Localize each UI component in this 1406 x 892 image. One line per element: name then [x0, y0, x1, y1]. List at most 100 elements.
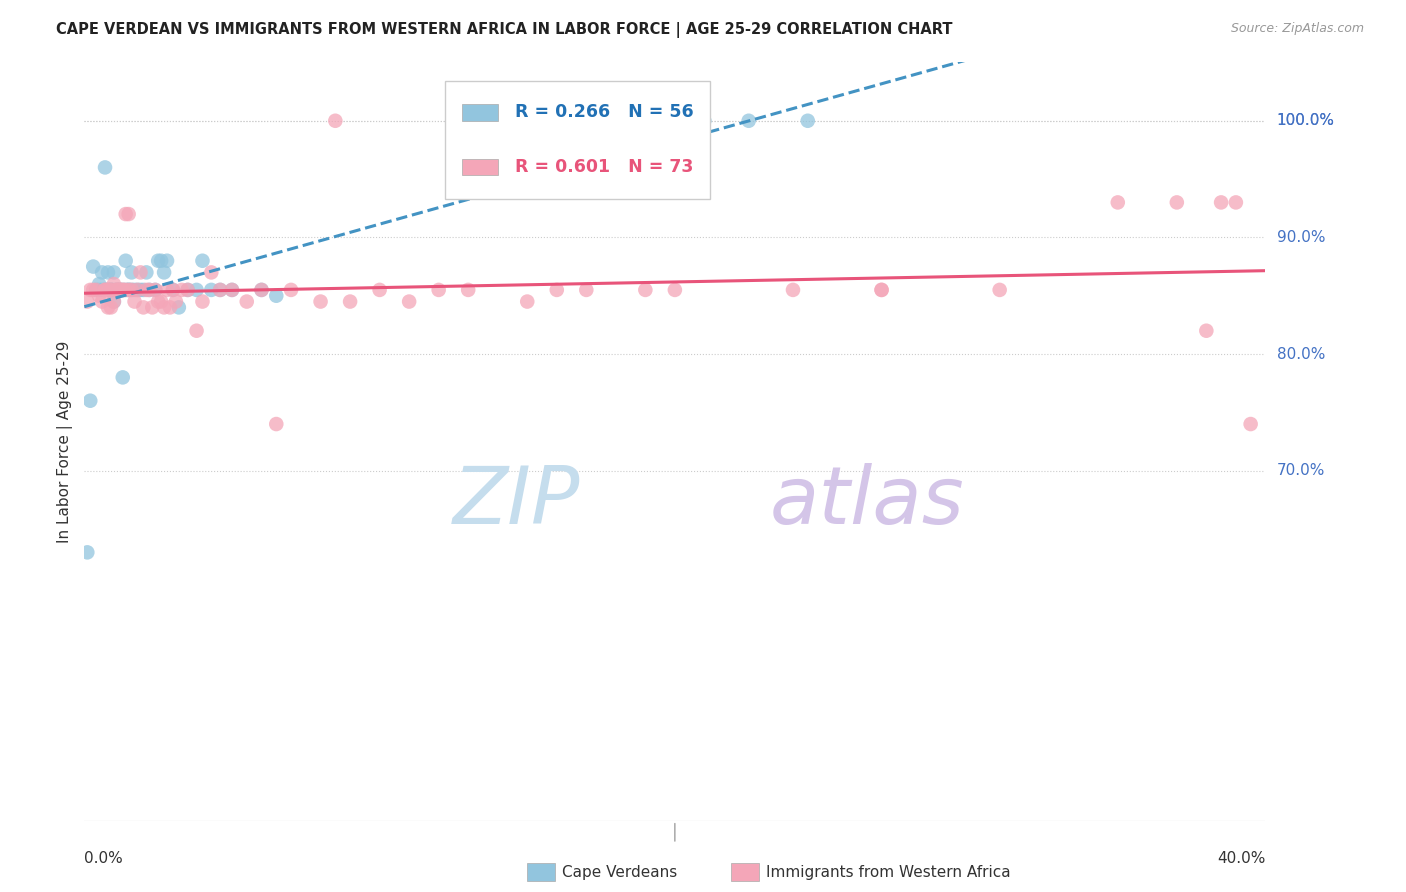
- Point: [114, 207, 136, 221]
- Point: [165, 294, 187, 309]
- Point: [103, 283, 125, 297]
- Point: [1211, 195, 1233, 210]
- Point: [118, 283, 141, 297]
- Point: [79, 283, 101, 297]
- Text: Source: ZipAtlas.com: Source: ZipAtlas.com: [1230, 22, 1364, 36]
- Point: [250, 283, 273, 297]
- Point: [94, 161, 117, 175]
- Point: [100, 301, 122, 315]
- Point: [398, 294, 420, 309]
- Point: [150, 294, 173, 309]
- Point: [87, 277, 111, 291]
- Text: R = 0.266   N = 56: R = 0.266 N = 56: [516, 103, 695, 121]
- Point: [114, 253, 136, 268]
- Point: [309, 294, 332, 309]
- Point: [108, 283, 131, 297]
- Point: [97, 283, 120, 297]
- Point: [797, 113, 820, 128]
- Point: [103, 294, 125, 309]
- Point: [103, 265, 125, 279]
- Point: [427, 283, 450, 297]
- Point: [121, 265, 143, 279]
- Point: [114, 283, 136, 297]
- Point: [457, 283, 479, 297]
- Point: [97, 265, 120, 279]
- Point: [135, 265, 157, 279]
- Point: [150, 253, 173, 268]
- Point: [111, 283, 134, 297]
- Point: [870, 283, 893, 297]
- Point: [138, 283, 160, 297]
- Point: [108, 283, 131, 297]
- Point: [87, 283, 111, 297]
- Point: [1240, 417, 1263, 431]
- Point: [693, 113, 716, 128]
- Point: [546, 283, 568, 297]
- Point: [105, 283, 128, 297]
- Point: [108, 283, 131, 297]
- Point: [103, 277, 125, 291]
- Point: [516, 294, 538, 309]
- Text: 90.0%: 90.0%: [1277, 230, 1324, 245]
- Point: [870, 283, 893, 297]
- Text: 40.0%: 40.0%: [1218, 851, 1265, 866]
- Point: [91, 265, 114, 279]
- Point: [177, 283, 200, 297]
- Point: [82, 283, 104, 297]
- Point: [111, 370, 134, 384]
- Point: [84, 283, 107, 297]
- Point: [221, 283, 243, 297]
- Point: [159, 301, 181, 315]
- Point: [162, 283, 184, 297]
- Point: [221, 283, 243, 297]
- Point: [124, 283, 146, 297]
- Point: [132, 301, 155, 315]
- Point: [105, 283, 128, 297]
- Point: [782, 283, 804, 297]
- Point: [1195, 324, 1218, 338]
- Point: [143, 283, 166, 297]
- Point: [114, 283, 136, 297]
- Point: [170, 283, 193, 297]
- Point: [266, 417, 288, 431]
- Point: [129, 265, 152, 279]
- Point: [94, 283, 117, 297]
- Point: [138, 283, 160, 297]
- Point: [118, 283, 141, 297]
- Point: [129, 283, 152, 297]
- Point: [121, 283, 143, 297]
- Point: [76, 294, 98, 309]
- Text: Immigrants from Western Africa: Immigrants from Western Africa: [766, 865, 1011, 880]
- Point: [191, 294, 214, 309]
- Point: [1166, 195, 1188, 210]
- Point: [200, 283, 222, 297]
- Text: Cape Verdeans: Cape Verdeans: [562, 865, 678, 880]
- Point: [97, 301, 120, 315]
- Point: [97, 283, 120, 297]
- Point: [97, 283, 120, 297]
- Text: 70.0%: 70.0%: [1277, 463, 1324, 478]
- Point: [121, 283, 143, 297]
- Point: [105, 283, 128, 297]
- Text: R = 0.601   N = 73: R = 0.601 N = 73: [516, 158, 693, 176]
- Point: [153, 301, 176, 315]
- Point: [84, 283, 107, 297]
- Point: [236, 294, 259, 309]
- Point: [100, 283, 122, 297]
- Point: [118, 283, 141, 297]
- Point: [108, 283, 131, 297]
- Point: [368, 283, 391, 297]
- Point: [664, 283, 686, 297]
- Point: [79, 393, 101, 408]
- Text: 100.0%: 100.0%: [1277, 113, 1334, 128]
- Text: atlas: atlas: [769, 463, 965, 541]
- Point: [162, 283, 184, 297]
- FancyBboxPatch shape: [463, 104, 498, 120]
- Point: [167, 301, 190, 315]
- Point: [100, 283, 122, 297]
- Point: [209, 283, 232, 297]
- Point: [87, 289, 111, 303]
- Point: [82, 260, 104, 274]
- FancyBboxPatch shape: [444, 81, 710, 199]
- Point: [103, 294, 125, 309]
